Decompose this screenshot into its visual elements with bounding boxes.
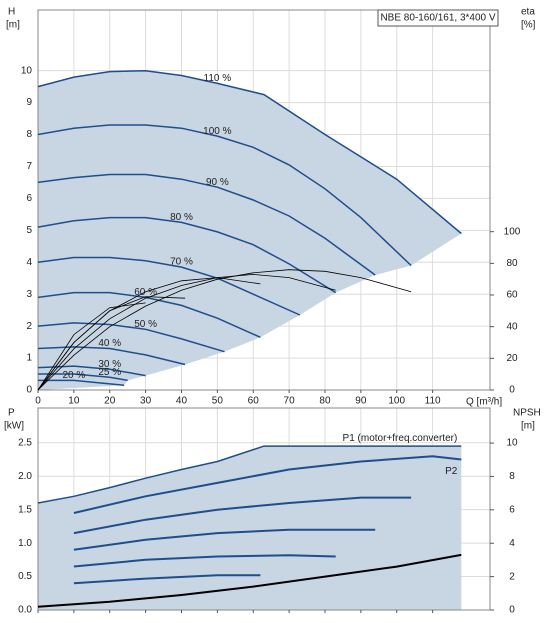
- x-tick-label: 110: [425, 396, 441, 407]
- y-tick-label: 8: [26, 129, 32, 140]
- curve-label: 50 %: [134, 319, 157, 330]
- y2-unit: [m]: [521, 421, 535, 432]
- curve: [37, 269, 412, 391]
- x-tick-label: 20: [104, 396, 116, 407]
- y-tick-label: 3: [26, 289, 32, 300]
- curve: [73, 455, 462, 514]
- y2-tick-label: 8: [509, 471, 515, 482]
- x-tick-label: 60: [248, 396, 260, 407]
- curve: [37, 69, 462, 235]
- x-tick-label: 80: [319, 396, 331, 407]
- y2-tick-label: 0: [509, 385, 515, 396]
- y2-tick-label: 80: [506, 258, 518, 269]
- curve: [37, 302, 146, 391]
- curve-label: 100 %: [203, 126, 231, 137]
- plot-frame: [37, 407, 491, 611]
- y-unit: [kW]: [4, 421, 24, 432]
- y-tick-label: 10: [21, 65, 33, 76]
- curve-label: 25 %: [98, 367, 121, 378]
- y2-tick-label: 4: [509, 538, 515, 549]
- curve: [37, 216, 337, 294]
- curve: [73, 496, 412, 535]
- curve: [37, 173, 376, 276]
- curve: [37, 291, 261, 338]
- curve: [37, 124, 412, 267]
- curve: [37, 346, 186, 366]
- y2-tick-label: 100: [504, 226, 521, 237]
- y2-label: NPSH: [513, 408, 541, 419]
- y2-tick-label: 10: [506, 438, 518, 449]
- curve: [73, 554, 336, 568]
- curve: [37, 273, 336, 391]
- curve-label: 70 %: [170, 257, 193, 268]
- plot-frame: [37, 9, 491, 391]
- x-tick-label: 10: [68, 396, 80, 407]
- y2-tick-label: 60: [506, 290, 518, 301]
- curve-label: 110 %: [204, 73, 232, 84]
- y2-tick-label: 20: [506, 353, 518, 364]
- curve-label: 30 %: [98, 359, 121, 370]
- curve-label: 20 %: [62, 370, 85, 381]
- curve-label: P2: [445, 466, 458, 477]
- curve: [37, 445, 462, 504]
- operating-range: [38, 70, 462, 390]
- y-tick-label: 1.5: [18, 504, 32, 515]
- x-tick-label: 50: [212, 396, 224, 407]
- y-label: P: [8, 408, 15, 419]
- curve-label: 80 %: [170, 212, 193, 223]
- y-unit: [m]: [6, 20, 20, 31]
- chart-title: NBE 80-160/161, 3*400 V: [380, 13, 495, 24]
- x-tick-label: 100: [388, 396, 405, 407]
- curve: [37, 296, 186, 391]
- curve: [37, 553, 462, 608]
- y-tick-label: 5: [26, 225, 32, 236]
- curve: [38, 379, 125, 386]
- curve-label: 40 %: [98, 338, 121, 349]
- y-tick-label: 1.0: [18, 538, 32, 549]
- curve: [73, 574, 261, 585]
- y-tick-label: 7: [26, 161, 32, 172]
- y-tick-label: 2.5: [18, 437, 32, 448]
- curve-label: P1 (motor+freq.converter): [343, 433, 458, 444]
- curve-label: 90 %: [206, 177, 229, 188]
- x-tick-label: 40: [176, 396, 188, 407]
- y-label: H: [8, 7, 15, 18]
- y-tick-label: 0.0: [18, 605, 32, 616]
- y2-tick-label: 0: [509, 605, 515, 616]
- y2-tick-label: 6: [509, 504, 515, 515]
- x-tick-label: 90: [355, 396, 367, 407]
- y-tick-label: 2: [26, 321, 32, 332]
- y-tick-label: 9: [26, 97, 32, 108]
- x-tick-label: 0: [35, 396, 41, 407]
- y2-label: eta: [521, 7, 535, 18]
- x-tick-label: 70: [284, 396, 296, 407]
- chart-1: 0.0 0.5 1.0 1.5 2.0 2.5 0 2 4 6 8 10 P1 (motor+freq.…: [18, 407, 518, 616]
- x-label: Q [m³/h]: [466, 397, 502, 408]
- curve: [37, 322, 225, 353]
- y-tick-label: 4: [26, 257, 32, 268]
- operating-range: [38, 446, 462, 610]
- y-tick-label: 0: [26, 385, 32, 396]
- curve: [37, 256, 301, 316]
- y-tick-label: 0.5: [18, 571, 32, 582]
- y2-tick-label: 2: [509, 571, 515, 582]
- y2-unit: [%]: [521, 20, 536, 31]
- y2-tick-label: 40: [506, 321, 518, 332]
- curve-label: 60 %: [134, 287, 157, 298]
- curve: [73, 528, 376, 551]
- y-tick-label: 2.0: [18, 471, 32, 482]
- x-tick-label: 30: [140, 396, 152, 407]
- curve: [38, 373, 128, 382]
- y-tick-label: 6: [26, 193, 32, 204]
- y-tick-label: 1: [26, 353, 32, 364]
- title-box: [377, 9, 499, 27]
